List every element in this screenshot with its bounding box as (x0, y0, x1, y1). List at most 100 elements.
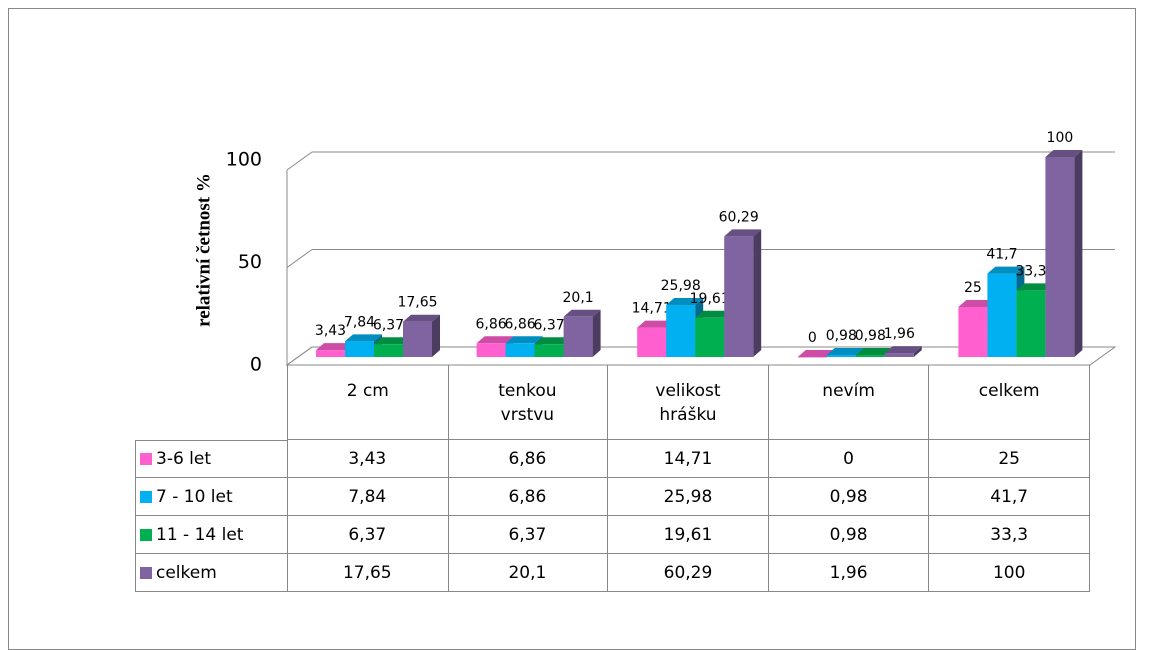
data-label: 33,3 (1015, 263, 1046, 279)
legend-entry: 7 - 10 let (135, 478, 288, 516)
legend-swatch (140, 528, 152, 541)
table-cell: 1,96 (768, 554, 930, 592)
bar (403, 321, 432, 357)
data-label: 20,1 (563, 290, 594, 306)
bar-top (1016, 283, 1054, 291)
chart: relativní četnost % 0 50 100 3,43 6,86 14,71 0… (193, 130, 1117, 376)
bar (724, 236, 754, 357)
legend-swatch (140, 490, 152, 503)
data-label: 6,86 (476, 316, 507, 332)
y-axis-label: relativní četnost % (193, 173, 214, 327)
bar (826, 355, 856, 357)
grid-line-side (286, 249, 313, 268)
bar-top (826, 348, 864, 356)
data-label: 6,37 (534, 317, 565, 333)
bar (316, 350, 345, 357)
table-cell: 100 (929, 554, 1090, 592)
bar (637, 327, 667, 357)
bar-top (1045, 150, 1083, 157)
bar (1016, 290, 1046, 357)
legend-label: 7 - 10 let (156, 486, 233, 507)
category-label: nevím (822, 381, 875, 401)
table-cell: 41,7 (929, 478, 1090, 516)
data-label: 7,84 (344, 314, 375, 330)
bar (534, 344, 564, 357)
y-tick-label: 100 (226, 149, 262, 171)
bar (987, 273, 1017, 357)
bar (345, 341, 374, 357)
table-cell: 20,1 (447, 554, 609, 592)
legend-entry: celkem (135, 554, 288, 592)
table-header: 2 cm (287, 365, 449, 440)
table-cell: 0 (768, 440, 930, 478)
table-header: tenkou vrstvu (447, 365, 609, 440)
y-tick-label: 50 (238, 251, 262, 273)
legend-swatch (140, 566, 152, 579)
table-header: nevím (768, 365, 930, 440)
legend-entry: 3-6 let (135, 440, 288, 478)
bar (563, 316, 593, 357)
table-cell: 6,86 (447, 478, 609, 516)
table-cell: 0,98 (768, 516, 930, 554)
bar (374, 344, 403, 357)
y-tick-label: 0 (250, 354, 262, 376)
table-cell: 19,61 (608, 516, 769, 554)
bar-top (987, 266, 1025, 274)
bar-top (374, 337, 411, 345)
table-header: velikost hrášku (608, 365, 769, 440)
legend-swatch (140, 453, 152, 465)
data-label: 14,71 (632, 301, 672, 317)
bar (797, 357, 827, 358)
grid-line-side (286, 151, 313, 171)
bar-top (695, 310, 733, 318)
table-cell: 17,65 (287, 554, 449, 592)
data-label: 41,7 (986, 247, 1017, 263)
table-cell: 7,84 (287, 478, 449, 516)
data-label: 17,65 (397, 295, 437, 311)
category-label: tenkou vrstvu (498, 381, 557, 425)
bar-top (476, 336, 514, 344)
bar-side (753, 229, 762, 357)
table-header: celkem (929, 365, 1090, 440)
bar (666, 305, 696, 357)
bar (884, 353, 914, 357)
table-cell: 3,43 (287, 440, 449, 478)
table-cell: 25,98 (608, 478, 769, 516)
bar (476, 343, 506, 357)
data-label: 0,98 (826, 328, 857, 344)
data-label: 3,43 (315, 323, 346, 339)
bar-top (534, 337, 572, 345)
table-cell: 6,86 (447, 440, 609, 478)
bar-side (1074, 150, 1083, 357)
data-label: 6,37 (373, 317, 404, 333)
bar-top (666, 298, 704, 306)
bar (855, 355, 885, 357)
table-cell: 25 (929, 440, 1090, 478)
bar-top (797, 350, 835, 357)
table-cell: 33,3 (929, 516, 1090, 554)
data-label: 1,96 (884, 326, 915, 342)
bar-side (913, 346, 922, 357)
bar-top (884, 346, 922, 354)
table-cell: 6,37 (287, 516, 449, 554)
table-cell: 6,37 (447, 516, 609, 554)
category-label: 2 cm (346, 381, 389, 401)
bar-top (316, 343, 353, 351)
category-label: velikost hrášku (655, 381, 721, 425)
data-label: 60,29 (719, 209, 759, 225)
bar-top (403, 314, 440, 322)
data-label: 6,86 (505, 316, 536, 332)
bar-top (958, 300, 996, 307)
legend-label: celkem (156, 562, 217, 583)
data-label: 25 (964, 280, 982, 296)
bar-top (724, 229, 762, 237)
data-label: 25,98 (661, 278, 701, 294)
table-cell: 14,71 (608, 440, 769, 478)
bar-top (505, 336, 543, 344)
data-label: 19,61 (690, 291, 730, 307)
data-label: 100 (1047, 130, 1074, 146)
bar (1045, 157, 1075, 357)
legend-label: 11 - 14 let (156, 524, 244, 545)
bar-top (563, 309, 601, 317)
bar (695, 317, 725, 357)
